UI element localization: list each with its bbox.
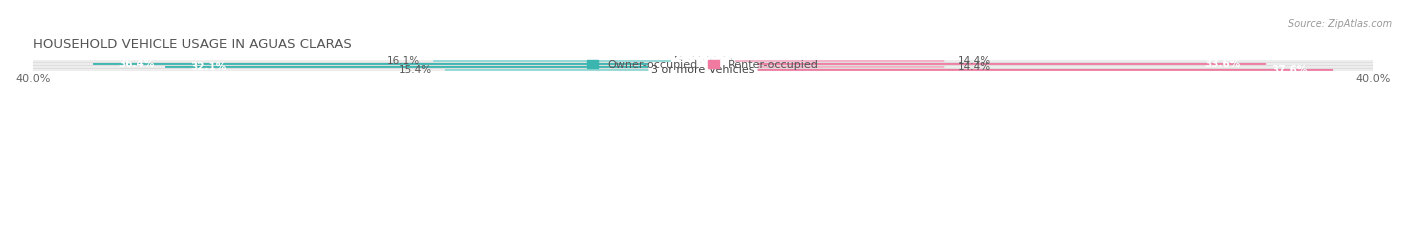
FancyBboxPatch shape [703,66,945,68]
FancyBboxPatch shape [703,63,1265,65]
Text: 2 Vehicles: 2 Vehicles [675,62,731,72]
Text: 3 or more Vehicles: 3 or more Vehicles [651,65,755,75]
Text: Source: ZipAtlas.com: Source: ZipAtlas.com [1288,19,1392,29]
Legend: Owner-occupied, Renter-occupied: Owner-occupied, Renter-occupied [582,55,824,74]
FancyBboxPatch shape [703,69,1333,71]
FancyBboxPatch shape [32,60,1374,62]
FancyBboxPatch shape [444,69,703,71]
Text: 14.4%: 14.4% [957,62,991,72]
Text: 36.4%: 36.4% [118,59,155,69]
Text: 14.4%: 14.4% [957,56,991,66]
Text: 32.1%: 32.1% [190,62,226,72]
Text: 1 Vehicle: 1 Vehicle [678,59,728,69]
FancyBboxPatch shape [32,66,1374,68]
Text: HOUSEHOLD VEHICLE USAGE IN AGUAS CLARAS: HOUSEHOLD VEHICLE USAGE IN AGUAS CLARAS [32,38,352,51]
FancyBboxPatch shape [165,66,703,68]
Text: No Vehicle: No Vehicle [673,56,733,66]
FancyBboxPatch shape [433,60,703,62]
Text: 15.4%: 15.4% [398,65,432,75]
Text: 16.1%: 16.1% [387,56,420,66]
Text: 37.6%: 37.6% [1271,65,1308,75]
FancyBboxPatch shape [32,63,1374,65]
Text: 33.6%: 33.6% [1205,59,1241,69]
FancyBboxPatch shape [703,60,945,62]
FancyBboxPatch shape [93,63,703,65]
FancyBboxPatch shape [32,69,1374,71]
